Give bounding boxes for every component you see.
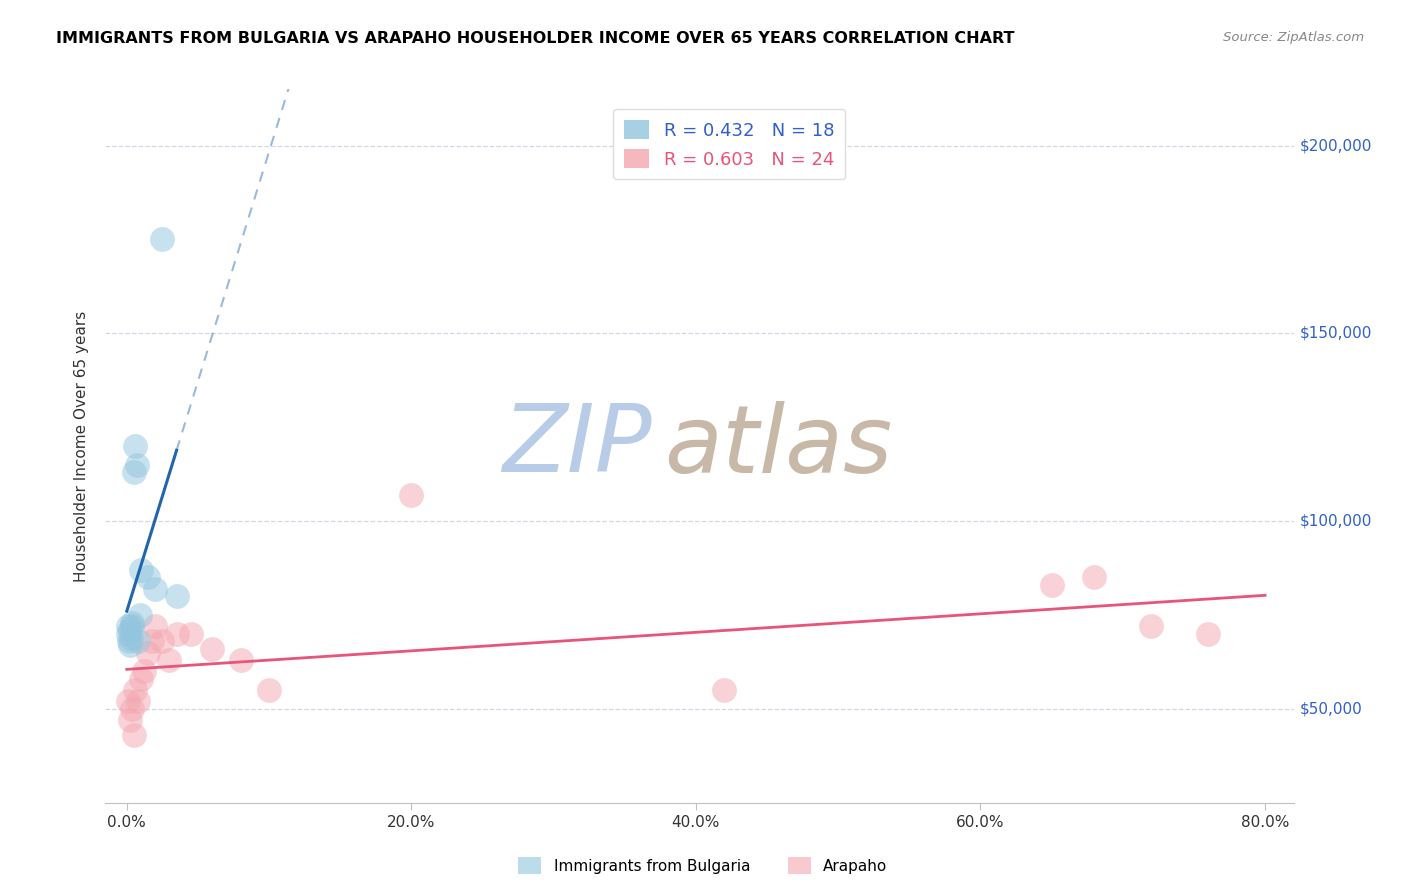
Point — [401, 488, 423, 502]
Text: $100,000: $100,000 — [1299, 514, 1372, 529]
Point — [118, 638, 141, 652]
Point — [118, 634, 141, 648]
Point — [122, 465, 145, 479]
Text: Source: ZipAtlas.com: Source: ZipAtlas.com — [1223, 31, 1364, 45]
Point — [136, 646, 159, 660]
Point — [136, 570, 159, 584]
Point — [229, 653, 252, 667]
Text: $200,000: $200,000 — [1299, 138, 1372, 153]
Text: atlas: atlas — [664, 401, 891, 491]
Point — [257, 683, 280, 698]
Point — [129, 563, 152, 577]
Point — [125, 458, 148, 472]
Point — [118, 713, 141, 727]
Point — [132, 665, 155, 679]
Point — [129, 672, 152, 686]
Point — [201, 641, 224, 656]
Point — [122, 728, 145, 742]
Point — [128, 607, 150, 622]
Text: $50,000: $50,000 — [1299, 701, 1362, 716]
Point — [180, 627, 202, 641]
Point — [124, 439, 146, 453]
Point — [117, 619, 139, 633]
Point — [166, 589, 188, 603]
Legend: R = 0.432   N = 18, R = 0.603   N = 24: R = 0.432 N = 18, R = 0.603 N = 24 — [613, 109, 845, 179]
Point — [117, 694, 139, 708]
Point — [121, 619, 143, 633]
Point — [121, 702, 143, 716]
Point — [166, 627, 188, 641]
Point — [127, 634, 149, 648]
Point — [127, 694, 149, 708]
Point — [120, 623, 142, 637]
Point — [150, 634, 173, 648]
Point — [117, 627, 139, 641]
Y-axis label: Householder Income Over 65 years: Householder Income Over 65 years — [75, 310, 90, 582]
Point — [143, 619, 166, 633]
Text: IMMIGRANTS FROM BULGARIA VS ARAPAHO HOUSEHOLDER INCOME OVER 65 YEARS CORRELATION: IMMIGRANTS FROM BULGARIA VS ARAPAHO HOUS… — [56, 31, 1015, 46]
Point — [143, 582, 166, 596]
Point — [1140, 619, 1163, 633]
Point — [121, 615, 143, 630]
Point — [1197, 627, 1219, 641]
Text: ZIP: ZIP — [502, 401, 652, 491]
Legend: Immigrants from Bulgaria, Arapaho: Immigrants from Bulgaria, Arapaho — [512, 851, 894, 880]
Point — [120, 631, 142, 645]
Point — [1083, 570, 1105, 584]
Point — [159, 653, 181, 667]
Point — [141, 634, 163, 648]
Point — [713, 683, 735, 698]
Point — [150, 232, 173, 246]
Text: $150,000: $150,000 — [1299, 326, 1372, 341]
Point — [124, 683, 146, 698]
Point — [1040, 578, 1063, 592]
